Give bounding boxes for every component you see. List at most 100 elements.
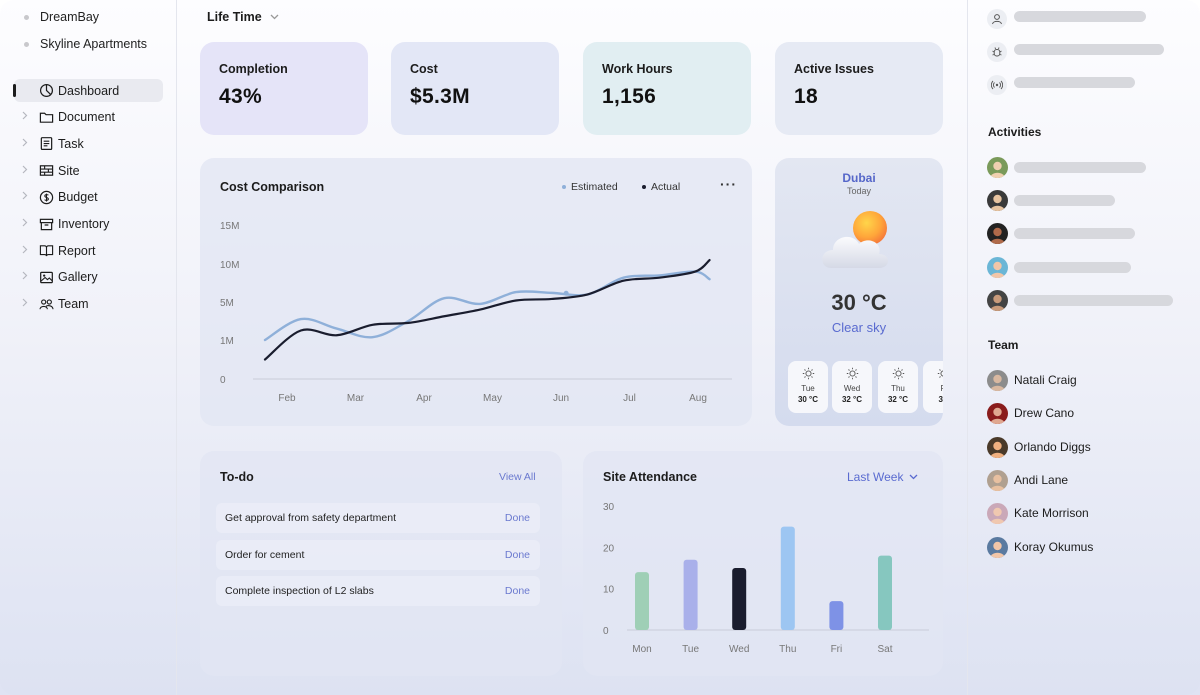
bug-icon[interactable] <box>987 42 1007 62</box>
pie-chart-icon <box>38 83 54 99</box>
chevron-right-icon[interactable] <box>22 191 32 203</box>
stat-card-cost[interactable]: Cost $5.3M <box>391 42 559 135</box>
todo-item[interactable]: Get approval from safety department Done <box>216 503 540 533</box>
avatar[interactable] <box>987 469 1008 491</box>
sidebar-item-label: Document <box>58 110 115 125</box>
x-tick-label: Wed <box>729 644 749 655</box>
team-member-name[interactable]: Orlando Diggs <box>1014 439 1091 454</box>
sidebar-item-site[interactable]: Site <box>14 159 163 182</box>
bar-chart: 0 10 20 30 Mon Tue Wed Thu Fri Sat <box>603 502 929 655</box>
forecast-day[interactable]: Tue 30 °C <box>788 361 828 413</box>
chevron-right-icon[interactable] <box>22 245 32 257</box>
sidebar-item-label: Report <box>58 243 96 258</box>
time-filter-label: Life Time <box>207 10 262 24</box>
avatar <box>987 190 1008 212</box>
weather-city: Dubai <box>842 171 876 185</box>
stat-label: Active Issues <box>794 62 874 76</box>
chevron-right-icon[interactable] <box>22 111 32 123</box>
sun-icon <box>923 367 943 381</box>
sidebar-item-task[interactable]: Task <box>14 132 163 155</box>
stat-card-work-hours[interactable]: Work Hours 1,156 <box>583 42 751 135</box>
data-point <box>563 290 569 296</box>
card-title: Site Attendance <box>603 470 698 484</box>
forecast-day[interactable]: F 31 <box>923 361 943 413</box>
range-dropdown[interactable]: Last Week <box>847 470 918 484</box>
sidebar-item-team[interactable]: Team <box>14 293 163 316</box>
y-tick-label: 10M <box>220 260 239 271</box>
sidebar-item-inventory[interactable]: Inventory <box>14 213 163 236</box>
done-button[interactable]: Done <box>504 548 530 561</box>
team-heading: Team <box>988 338 1019 352</box>
main-content: Life Time Completion 43% Cost $5.3M Work Hou… <box>177 0 967 695</box>
placeholder-bar <box>1014 195 1115 207</box>
avatar <box>987 157 1008 178</box>
chevron-right-icon[interactable] <box>22 138 32 150</box>
todo-item[interactable]: Order for cement Done <box>216 539 540 570</box>
sidebar-item-label: Team <box>58 297 89 312</box>
forecast-day[interactable]: Thu 32 °C <box>878 361 918 413</box>
sun-icon <box>788 367 828 381</box>
todo-item[interactable]: Complete inspection of L2 slabs Done <box>216 576 540 606</box>
sidebar-item-report[interactable]: Report <box>14 239 163 262</box>
stat-value: 18 <box>794 85 818 108</box>
sidebar-item-dashboard[interactable]: Dashboard <box>13 79 163 102</box>
stat-card-completion[interactable]: Completion 43% <box>200 42 368 135</box>
placeholder-bar <box>1014 294 1173 306</box>
avatar[interactable] <box>987 403 1008 425</box>
inventory-icon <box>38 216 54 232</box>
done-button[interactable]: Done <box>504 512 530 524</box>
todo-card: To-do View All Get approval from safety … <box>200 451 562 676</box>
stat-card-active-issues[interactable]: Active Issues 18 <box>775 42 943 135</box>
forecast-day[interactable]: Wed 32 °C <box>832 361 872 413</box>
line-chart: 0 1M 5M 10M 15M Feb Mar Apr May Jun Jul Aug <box>220 221 732 404</box>
stat-value: 43% <box>219 85 262 108</box>
done-button[interactable]: Done <box>504 585 530 597</box>
bullet-icon <box>24 14 29 20</box>
dollar-icon <box>38 189 54 205</box>
x-tick-label: Sat <box>877 644 892 655</box>
view-all-link[interactable]: View All <box>499 471 536 483</box>
stat-label: Work Hours <box>602 62 673 76</box>
avatar[interactable] <box>987 503 1008 525</box>
time-filter-dropdown[interactable]: Life Time <box>207 10 279 24</box>
bar-sat <box>878 555 892 630</box>
sidebar-item-budget[interactable]: Budget <box>14 186 163 209</box>
stat-value: $5.3M <box>410 85 470 108</box>
more-options-button[interactable]: ··· <box>720 176 737 192</box>
todo-text: Get approval from safety department <box>225 512 396 524</box>
project-item[interactable]: Skyline Apartments <box>24 37 147 51</box>
team-member-name[interactable]: Drew Cano <box>1014 406 1075 421</box>
project-item[interactable]: DreamBay <box>24 10 99 24</box>
x-tick-label: May <box>483 393 502 404</box>
site-icon <box>38 163 54 179</box>
chevron-right-icon[interactable] <box>22 271 32 283</box>
broadcast-icon[interactable] <box>987 75 1007 95</box>
chevron-down-icon <box>910 474 918 480</box>
team-member-name[interactable]: Koray Okumus <box>1014 539 1094 554</box>
avatar <box>987 223 1008 245</box>
sun-icon <box>878 367 918 381</box>
sidebar-item-gallery[interactable]: Gallery <box>14 266 163 289</box>
chevron-right-icon[interactable] <box>22 218 32 230</box>
avatar[interactable] <box>987 370 1008 391</box>
user-icon[interactable] <box>987 9 1007 29</box>
bullet-icon <box>24 41 29 47</box>
placeholder-bar <box>1014 11 1146 22</box>
team-member-name[interactable]: Natali Craig <box>1014 373 1077 387</box>
book-icon <box>38 243 54 259</box>
activities-heading: Activities <box>988 125 1042 139</box>
avatar[interactable] <box>987 536 1008 558</box>
bar-wed <box>732 568 747 630</box>
chevron-right-icon[interactable] <box>22 165 32 177</box>
team-member-name[interactable]: Kate Morrison <box>1014 506 1089 521</box>
chevron-right-icon[interactable] <box>22 298 32 310</box>
placeholder-bar <box>1014 162 1146 173</box>
avatar[interactable] <box>987 436 1008 458</box>
sidebar-item-label: Gallery <box>58 270 98 285</box>
team-member-name[interactable]: Andi Lane <box>1014 472 1069 487</box>
legend-estimated: Estimated <box>562 181 618 193</box>
weather-card: Dubai Today 30 °C Clear <box>775 158 943 426</box>
sidebar-item-document[interactable]: Document <box>14 106 163 129</box>
x-tick-label: Mon <box>632 644 651 655</box>
